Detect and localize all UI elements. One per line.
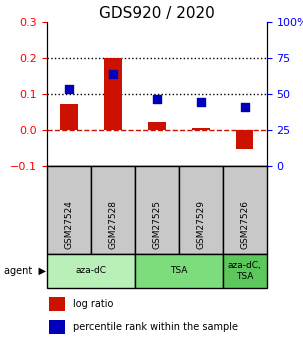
Text: percentile rank within the sample: percentile rank within the sample bbox=[73, 322, 238, 332]
Bar bbox=[104, 58, 122, 130]
Bar bbox=[192, 128, 210, 130]
Text: log ratio: log ratio bbox=[73, 299, 114, 309]
Point bbox=[242, 104, 247, 109]
Bar bbox=[148, 122, 166, 130]
Text: aza-dC: aza-dC bbox=[75, 266, 106, 275]
Bar bbox=[135, 254, 223, 288]
Text: agent  ▶: agent ▶ bbox=[4, 266, 46, 276]
Bar bbox=[49, 297, 65, 310]
Bar bbox=[236, 130, 253, 149]
Title: GDS920 / 2020: GDS920 / 2020 bbox=[99, 6, 215, 21]
Bar bbox=[91, 166, 135, 254]
Bar bbox=[47, 166, 91, 254]
Bar bbox=[223, 254, 267, 288]
Bar bbox=[135, 166, 179, 254]
Bar bbox=[223, 166, 267, 254]
Text: GSM27529: GSM27529 bbox=[196, 200, 205, 249]
Point bbox=[67, 86, 72, 91]
Text: TSA: TSA bbox=[170, 266, 188, 275]
Bar bbox=[179, 166, 223, 254]
Text: GSM27526: GSM27526 bbox=[240, 200, 249, 249]
Text: GSM27525: GSM27525 bbox=[152, 200, 161, 249]
Bar bbox=[47, 254, 135, 288]
Text: GSM27528: GSM27528 bbox=[108, 200, 117, 249]
Bar bbox=[49, 320, 65, 334]
Point bbox=[198, 99, 203, 105]
Point bbox=[155, 96, 159, 101]
Point bbox=[111, 71, 115, 76]
Bar bbox=[60, 104, 78, 130]
Text: aza-dC,
TSA: aza-dC, TSA bbox=[228, 261, 261, 280]
Text: GSM27524: GSM27524 bbox=[65, 200, 73, 249]
